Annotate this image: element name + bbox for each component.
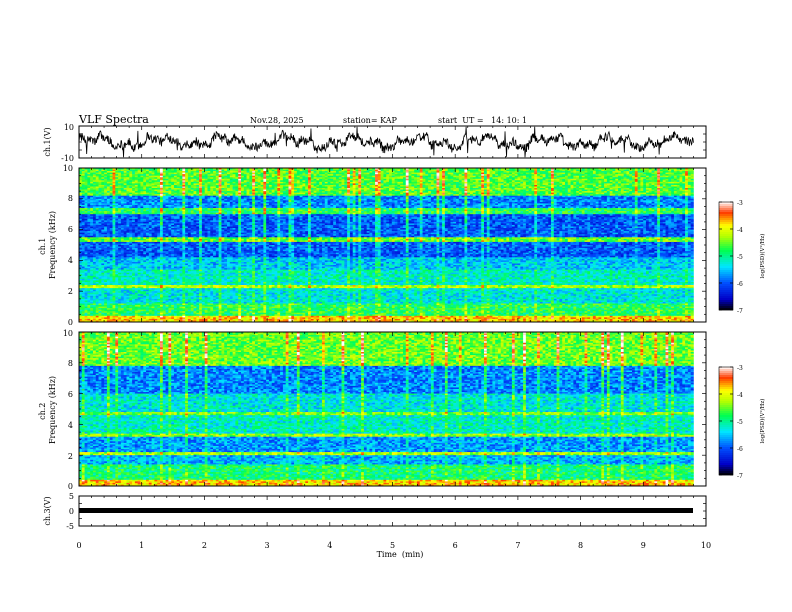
ch1-ylabel: ch.1(V) <box>43 127 52 156</box>
ch1-trace-line <box>79 127 693 157</box>
station-label: station= KAP <box>343 116 398 125</box>
date-label: Nov.28, 2025 <box>250 116 304 125</box>
ch1-spectrogram-panel: 0 2 4 6 8 10 ch.1 Frequency (kHz) -3 -4 … <box>38 164 766 327</box>
figure-title: VLF Spectra <box>78 113 149 126</box>
ch1-ytick-top: 10 <box>64 123 74 132</box>
start-time-label: start UT = 14: 10: 1 <box>438 116 527 125</box>
ch1-spectrogram-image <box>79 168 694 322</box>
ch1-waveform-panel: 10 -10 ch.1(V) <box>43 123 706 163</box>
vlf-spectra-figure: VLF Spectra Nov.28, 2025 station= KAP st… <box>0 0 792 612</box>
ch1-ytick-bottom: -10 <box>61 154 74 163</box>
